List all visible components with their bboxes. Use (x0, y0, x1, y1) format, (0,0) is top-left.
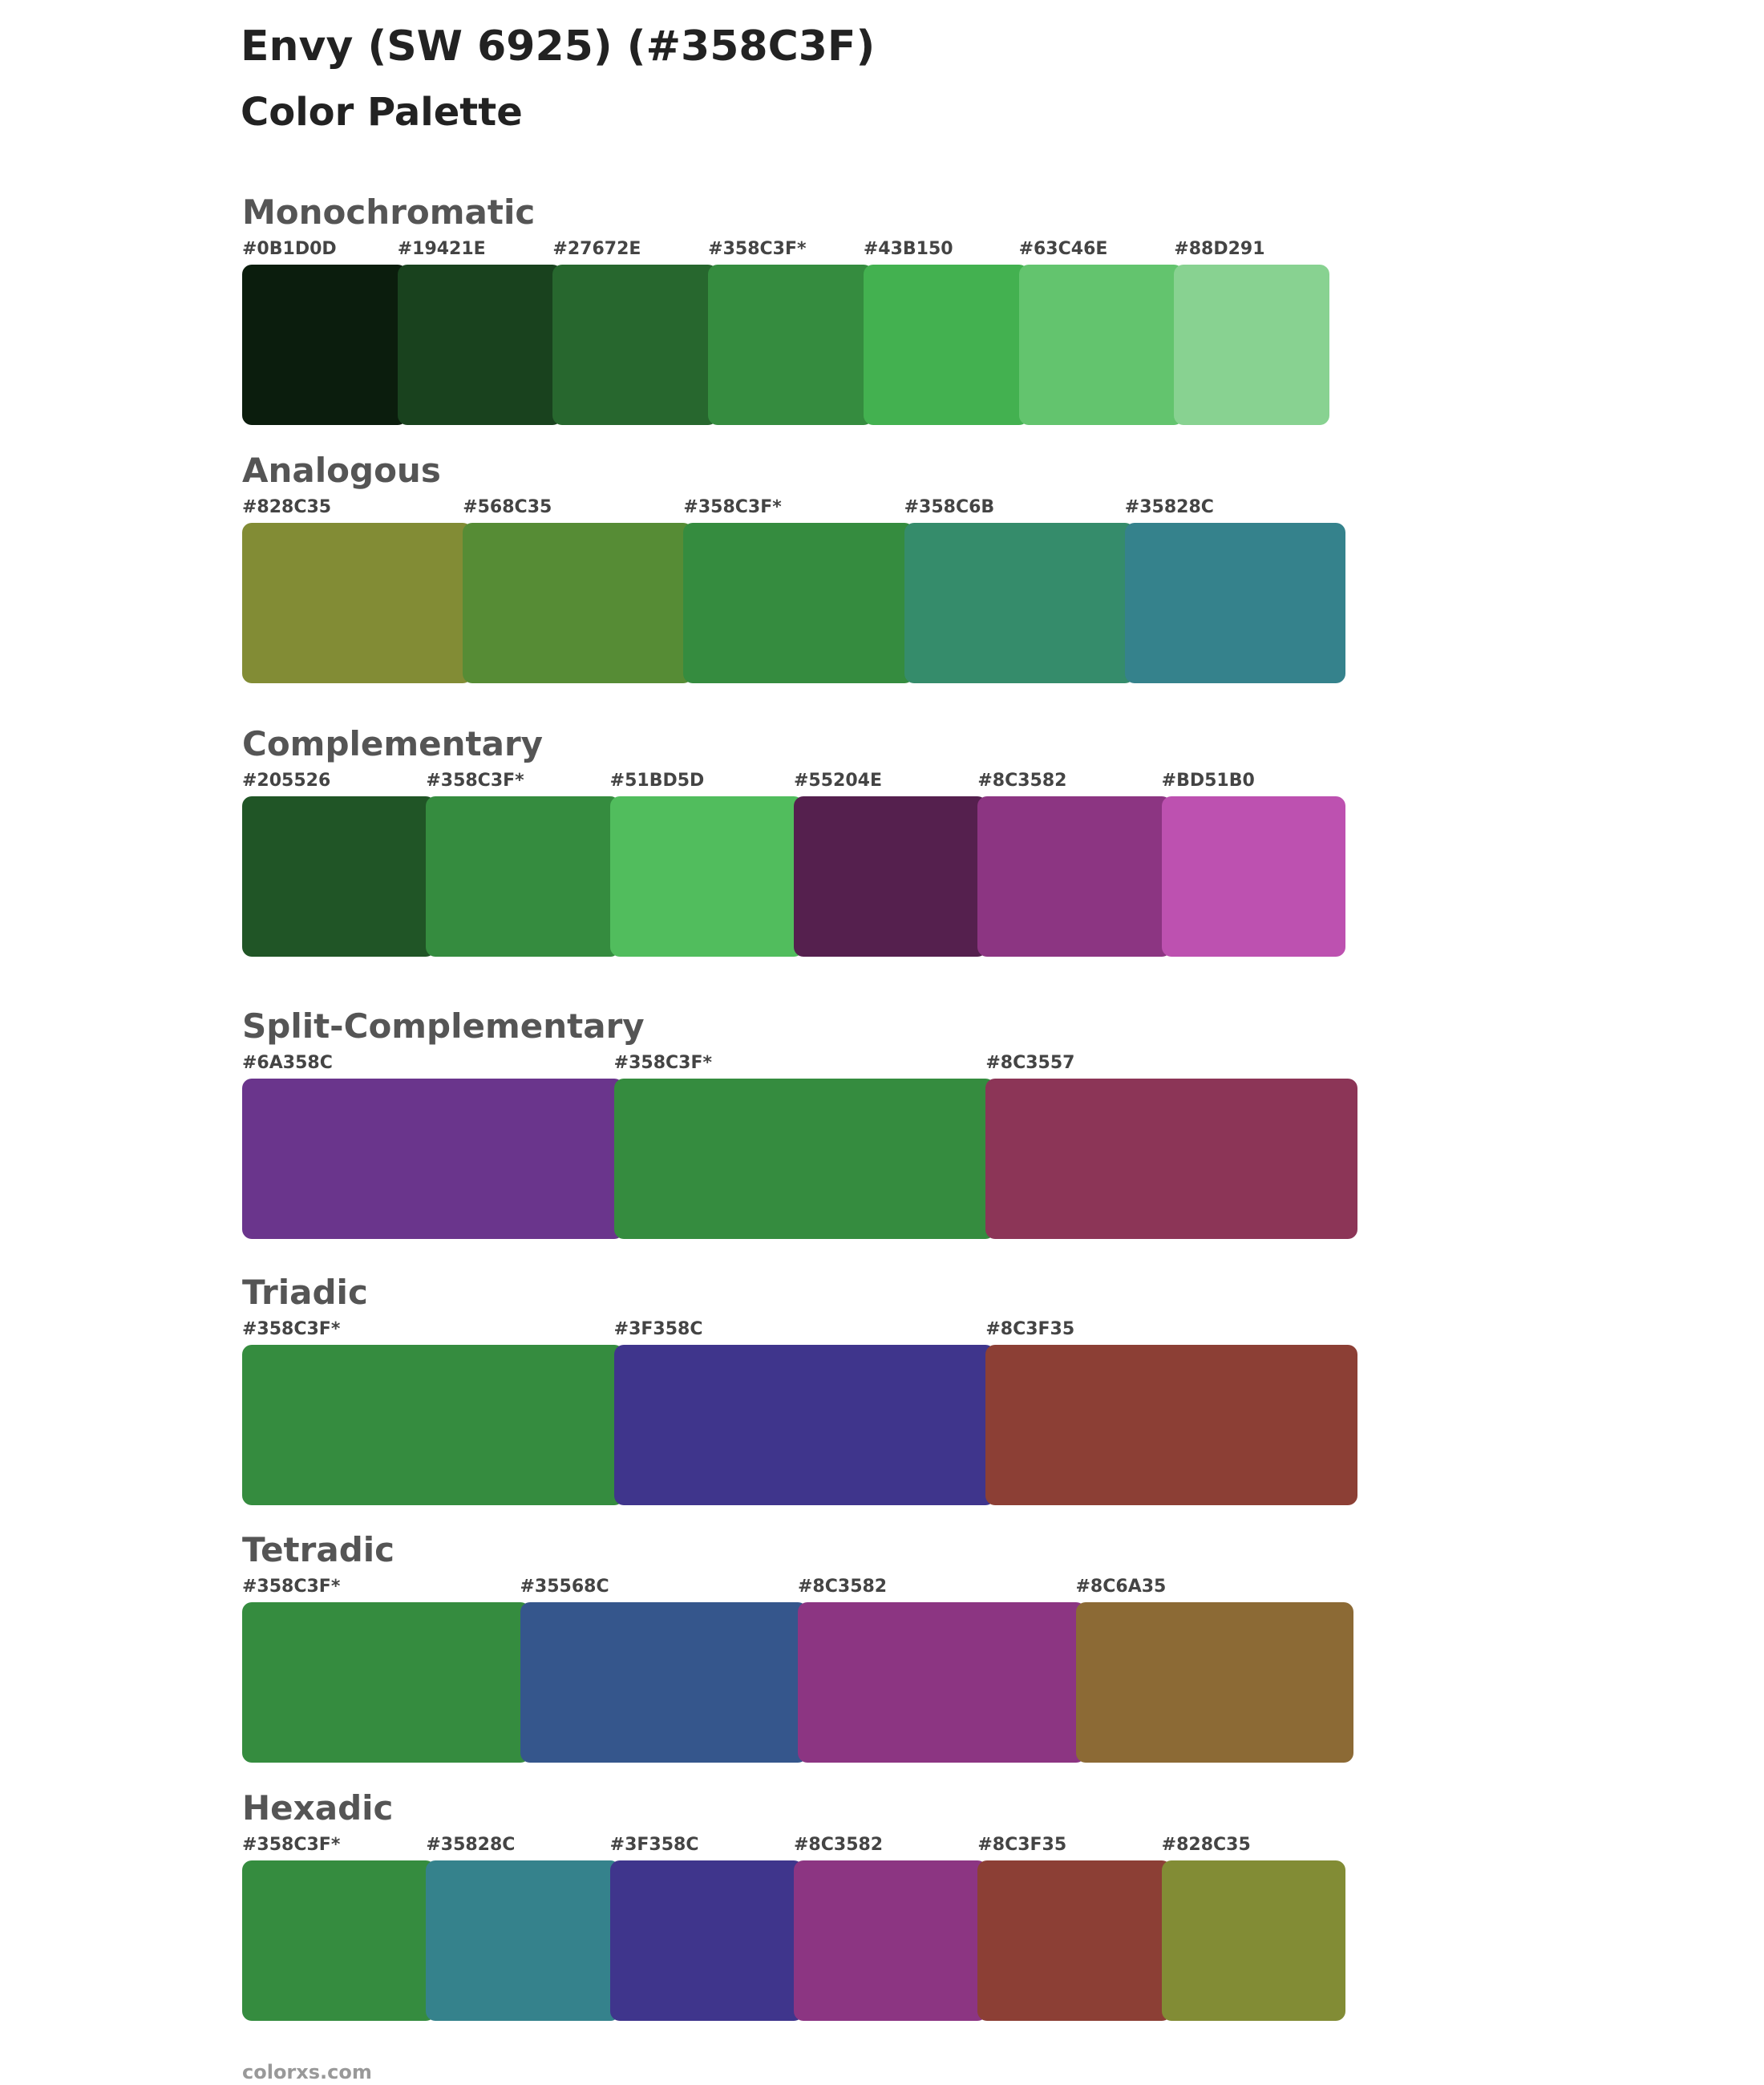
swatch-label: #358C6B (904, 497, 995, 517)
color-swatch (613, 1079, 996, 1239)
color-swatch (242, 1602, 530, 1763)
color-swatch (426, 1860, 620, 2021)
color-swatch (242, 523, 473, 683)
color-swatch (552, 265, 718, 425)
color-swatch (242, 1860, 436, 2021)
swatch-label: #358C3F* (426, 771, 524, 791)
color-swatch (609, 1860, 803, 2021)
color-swatch (985, 1079, 1357, 1239)
color-swatch (977, 796, 1171, 957)
swatch-label: #BD51B0 (1161, 771, 1255, 791)
section-title: Complementary (242, 724, 544, 763)
color-swatch (242, 1079, 624, 1239)
swatch-label: #358C3F* (708, 239, 807, 259)
swatch-label: #6A358C (242, 1053, 333, 1073)
swatch-label: #828C35 (1161, 1835, 1251, 1855)
color-swatch (794, 796, 988, 957)
swatch-label: #8C3F35 (977, 1835, 1067, 1855)
color-swatch (1174, 265, 1329, 425)
swatch-label: #8C3557 (985, 1053, 1075, 1073)
swatch-label: #8C3582 (794, 1835, 884, 1855)
color-swatch (426, 796, 620, 957)
swatch-label: #358C3F* (613, 1053, 712, 1073)
swatch-label: #35568C (520, 1577, 609, 1597)
swatch-label: #27672E (552, 239, 641, 259)
color-swatch (520, 1602, 807, 1763)
swatch-label: #19421E (397, 239, 486, 259)
color-swatch (708, 265, 873, 425)
color-swatch (985, 1345, 1357, 1505)
footer: colorxs.com (242, 2061, 372, 2083)
color-swatch (463, 523, 694, 683)
swatch-label: #55204E (794, 771, 882, 791)
swatch-label: #35828C (1124, 497, 1214, 517)
section-title: Tetradic (242, 1530, 395, 1569)
color-swatch (397, 265, 563, 425)
swatch-label: #3F358C (613, 1319, 703, 1339)
color-swatch (863, 265, 1029, 425)
color-swatch (798, 1602, 1086, 1763)
section-title: Triadic (242, 1273, 368, 1312)
swatch-label: #0B1D0D (242, 239, 337, 259)
color-swatch (1075, 1602, 1353, 1763)
color-swatch (977, 1860, 1171, 2021)
color-swatch (242, 265, 407, 425)
color-swatch (1124, 523, 1345, 683)
page-title: Envy (SW 6925) (#358C3F) (241, 22, 876, 71)
swatch-label: #63C46E (1018, 239, 1108, 259)
page-subtitle: Color Palette (241, 90, 523, 135)
swatch-label: #358C3F* (242, 1835, 341, 1855)
swatch-label: #358C3F* (683, 497, 782, 517)
section-title: Hexadic (242, 1788, 394, 1828)
swatch-label: #568C35 (463, 497, 552, 517)
swatch-label: #43B150 (863, 239, 953, 259)
color-swatch (1161, 1860, 1345, 2021)
color-swatch (1161, 796, 1345, 957)
swatch-label: #8C3582 (798, 1577, 888, 1597)
swatch-label: #3F358C (609, 1835, 699, 1855)
swatch-label: #8C3F35 (985, 1319, 1075, 1339)
color-swatch (794, 1860, 988, 2021)
color-swatch (242, 1345, 624, 1505)
section-title: Analogous (242, 451, 441, 490)
color-swatch (609, 796, 803, 957)
swatch-label: #51BD5D (609, 771, 705, 791)
swatch-label: #205526 (242, 771, 331, 791)
swatch-label: #35828C (426, 1835, 516, 1855)
section-title: Monochromatic (242, 192, 536, 232)
swatch-label: #358C3F* (242, 1577, 341, 1597)
color-swatch (904, 523, 1135, 683)
swatch-label: #8C3582 (977, 771, 1067, 791)
swatch-label: #828C35 (242, 497, 332, 517)
color-swatch (1018, 265, 1184, 425)
swatch-label: #358C3F* (242, 1319, 341, 1339)
swatch-label: #88D291 (1174, 239, 1265, 259)
color-swatch (683, 523, 914, 683)
color-swatch (242, 796, 436, 957)
swatch-label: #8C6A35 (1075, 1577, 1167, 1597)
color-swatch (613, 1345, 996, 1505)
section-title: Split-Complementary (242, 1006, 645, 1046)
